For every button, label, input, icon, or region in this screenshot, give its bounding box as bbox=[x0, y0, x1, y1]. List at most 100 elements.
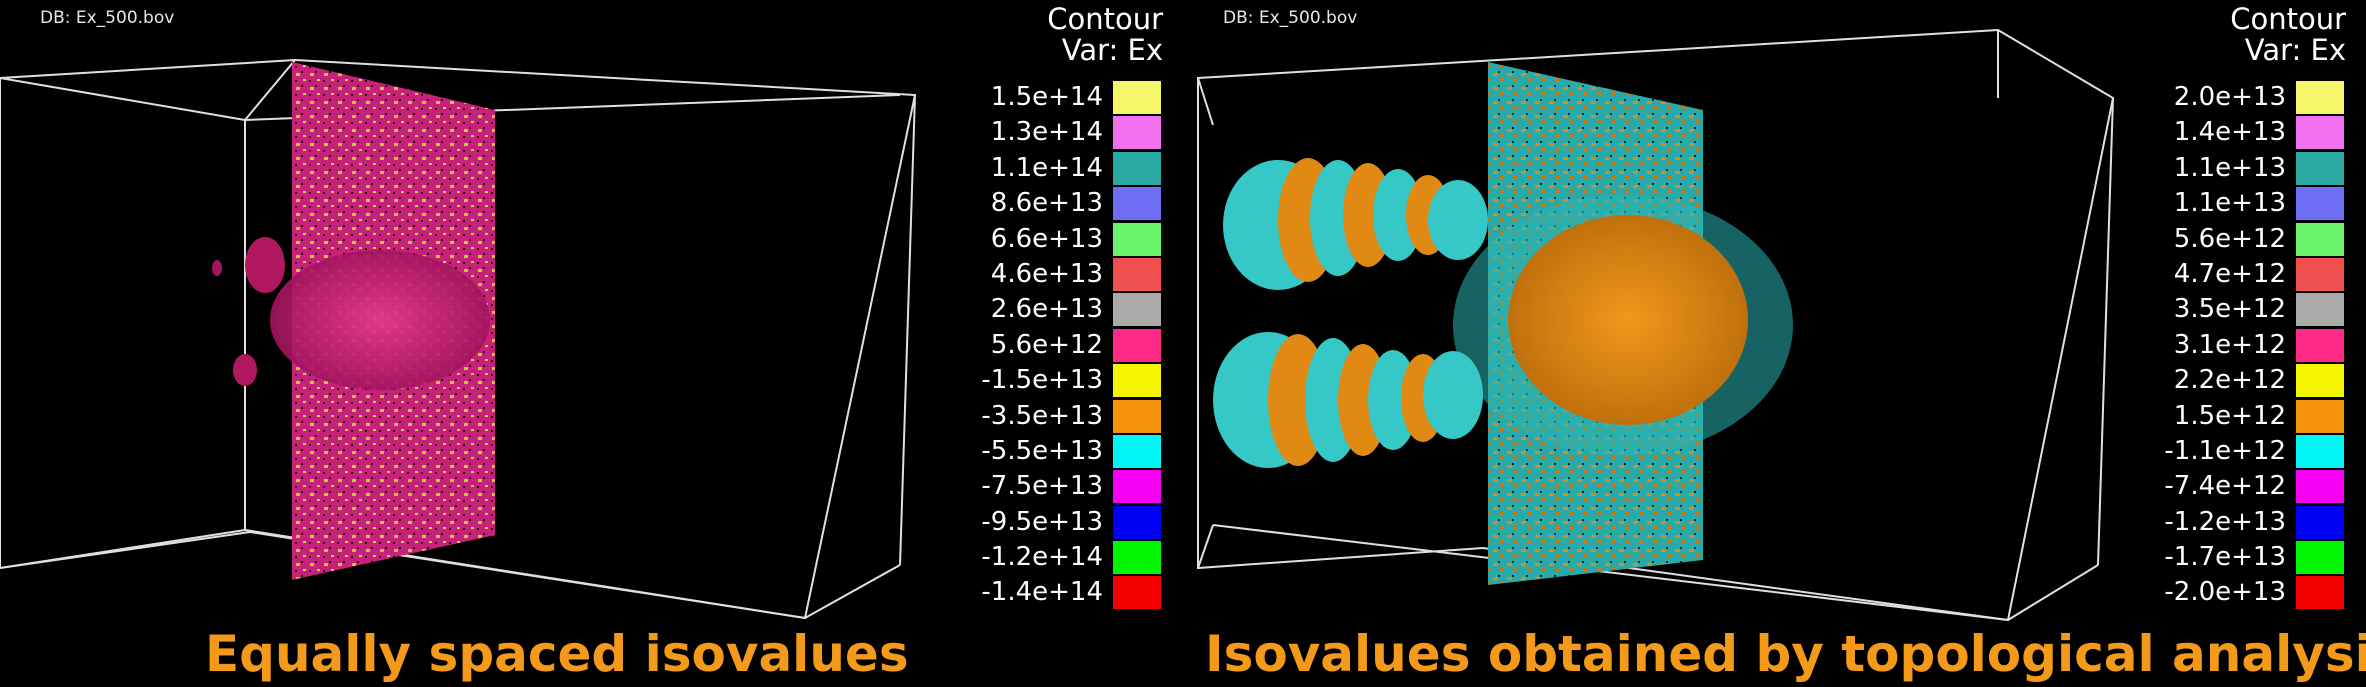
legend-entry: -1.5e+13 bbox=[883, 363, 1183, 398]
legend-title-left: Contour Var: Ex bbox=[1047, 4, 1163, 66]
legend-swatch bbox=[1113, 364, 1161, 398]
isosurface-lobe-left-2 bbox=[233, 354, 257, 386]
legend-entry: 5.6e+12 bbox=[883, 328, 1183, 363]
render-view-right bbox=[1197, 28, 2115, 622]
legend-entry: -1.2e+14 bbox=[883, 540, 1183, 575]
legend-swatch bbox=[1113, 328, 1161, 362]
legend-entry: -5.5e+13 bbox=[883, 434, 1183, 469]
legend-label: -1.7e+13 bbox=[2164, 542, 2286, 573]
panel-equally-spaced: DB: Ex_500.bov Contour Var: Ex 1.5e+14 1.… bbox=[0, 4, 1183, 683]
legend-entry: 4.6e+13 bbox=[883, 257, 1183, 292]
legend-label: 4.6e+13 bbox=[990, 258, 1103, 289]
legend-entry: 1.1e+13 bbox=[2066, 186, 2366, 221]
legend-label: -5.5e+13 bbox=[981, 435, 1103, 466]
legend-swatch bbox=[2296, 505, 2344, 539]
legend-label: 6.6e+13 bbox=[990, 223, 1103, 254]
db-label-right: DB: Ex_500.bov bbox=[1223, 8, 1358, 28]
legend-label: 1.4e+13 bbox=[2173, 117, 2286, 148]
legend-swatch bbox=[2296, 116, 2344, 150]
legend-entry: -7.5e+13 bbox=[883, 469, 1183, 504]
legend-entry: 4.7e+12 bbox=[2066, 257, 2366, 292]
legend-swatch bbox=[1113, 576, 1161, 610]
legend-label: -1.2e+13 bbox=[2164, 506, 2286, 537]
legend-left: 1.5e+14 1.3e+14 1.1e+14 8.6e+13 6.6e+13 4.6e+… bbox=[883, 80, 1183, 611]
legend-entry: -1.4e+14 bbox=[883, 575, 1183, 610]
legend-label: -1.5e+13 bbox=[981, 365, 1103, 396]
legend-entry: 5.6e+12 bbox=[2066, 222, 2366, 257]
legend-label: 1.1e+13 bbox=[2173, 152, 2286, 183]
legend-label: -7.5e+13 bbox=[981, 471, 1103, 502]
legend-right: 2.0e+13 1.4e+13 1.1e+13 1.1e+13 5.6e+12 4.7e+… bbox=[2066, 80, 2366, 611]
legend-label: 2.0e+13 bbox=[2173, 82, 2286, 112]
bounding-box-right bbox=[1197, 28, 2115, 622]
panel-topological: DB: Ex_500.bov Contour Var: Ex 2.0e+13 1.… bbox=[1183, 0, 2366, 687]
legend-title-line1: Contour bbox=[1047, 2, 1163, 36]
legend-label: 5.6e+12 bbox=[990, 329, 1103, 360]
legend-swatch bbox=[1113, 541, 1161, 575]
legend-label: -1.1e+12 bbox=[2164, 435, 2286, 466]
legend-entry: -1.7e+13 bbox=[2066, 540, 2366, 575]
legend-swatch bbox=[1113, 293, 1161, 327]
legend-entry: -7.4e+12 bbox=[2066, 469, 2366, 504]
legend-label: 1.3e+14 bbox=[990, 117, 1103, 148]
legend-label: -3.5e+13 bbox=[981, 400, 1103, 431]
isosurface-lobe-left-1 bbox=[245, 237, 285, 293]
legend-label: 1.5e+14 bbox=[990, 82, 1103, 112]
legend-entry: 1.1e+14 bbox=[883, 151, 1183, 186]
db-label-left: DB: Ex_500.bov bbox=[40, 8, 175, 28]
legend-swatch bbox=[2296, 222, 2344, 256]
legend-entry: 1.5e+12 bbox=[2066, 399, 2366, 434]
legend-label: 2.2e+12 bbox=[2173, 365, 2286, 396]
legend-swatch bbox=[2296, 576, 2344, 610]
legend-swatch bbox=[2296, 470, 2344, 504]
legend-swatch bbox=[2296, 293, 2344, 327]
legend-swatch bbox=[1113, 151, 1161, 185]
legend-swatch bbox=[1113, 116, 1161, 150]
legend-label: 3.5e+12 bbox=[2173, 294, 2286, 325]
legend-swatch bbox=[2296, 187, 2344, 221]
legend-swatch bbox=[1113, 399, 1161, 433]
legend-entry: 2.2e+12 bbox=[2066, 363, 2366, 398]
isosurface-lobe-left-3 bbox=[212, 260, 222, 276]
legend-swatch bbox=[1113, 81, 1161, 114]
legend-entry: -9.5e+13 bbox=[883, 505, 1183, 540]
legend-label: 4.7e+12 bbox=[2173, 258, 2286, 289]
legend-swatch bbox=[1113, 187, 1161, 221]
legend-swatch bbox=[2296, 328, 2344, 362]
legend-label: -7.4e+12 bbox=[2164, 471, 2286, 502]
legend-title-line2: Var: Ex bbox=[1061, 33, 1163, 67]
legend-swatch bbox=[2296, 434, 2344, 468]
isosurface-rings-upper bbox=[1223, 158, 1488, 290]
legend-entry: 6.6e+13 bbox=[883, 222, 1183, 257]
legend-swatch bbox=[2296, 151, 2344, 185]
legend-entry: -1.2e+13 bbox=[2066, 505, 2366, 540]
legend-title-right: Contour Var: Ex bbox=[2230, 4, 2346, 66]
legend-entry: 1.1e+13 bbox=[2066, 151, 2366, 186]
legend-entry: 3.5e+12 bbox=[2066, 292, 2366, 327]
legend-label: -1.4e+14 bbox=[981, 577, 1103, 608]
legend-label: 1.1e+13 bbox=[2173, 188, 2286, 219]
legend-entry: 1.3e+14 bbox=[883, 115, 1183, 150]
isosurface-blob-right bbox=[1508, 215, 1748, 425]
legend-label: 2.6e+13 bbox=[990, 294, 1103, 325]
legend-entry: 2.0e+13 bbox=[2066, 80, 2366, 115]
legend-label: 8.6e+13 bbox=[990, 188, 1103, 219]
legend-label: 3.1e+12 bbox=[2173, 329, 2286, 360]
legend-label: 1.5e+12 bbox=[2173, 400, 2286, 431]
legend-swatch bbox=[2296, 364, 2344, 398]
legend-swatch bbox=[2296, 81, 2344, 114]
legend-label: -1.2e+14 bbox=[981, 542, 1103, 573]
legend-entry: -2.0e+13 bbox=[2066, 575, 2366, 610]
legend-label: -9.5e+13 bbox=[981, 506, 1103, 537]
legend-entry: 1.5e+14 bbox=[883, 80, 1183, 115]
legend-entry: -3.5e+13 bbox=[883, 399, 1183, 434]
isosurface-blob-left bbox=[270, 250, 490, 390]
legend-swatch bbox=[1113, 470, 1161, 504]
legend-swatch bbox=[1113, 257, 1161, 291]
legend-swatch bbox=[1113, 434, 1161, 468]
legend-swatch bbox=[2296, 257, 2344, 291]
legend-title-line2: Var: Ex bbox=[2244, 33, 2346, 67]
legend-label: -2.0e+13 bbox=[2164, 577, 2286, 608]
legend-swatch bbox=[1113, 222, 1161, 256]
legend-entry: 8.6e+13 bbox=[883, 186, 1183, 221]
